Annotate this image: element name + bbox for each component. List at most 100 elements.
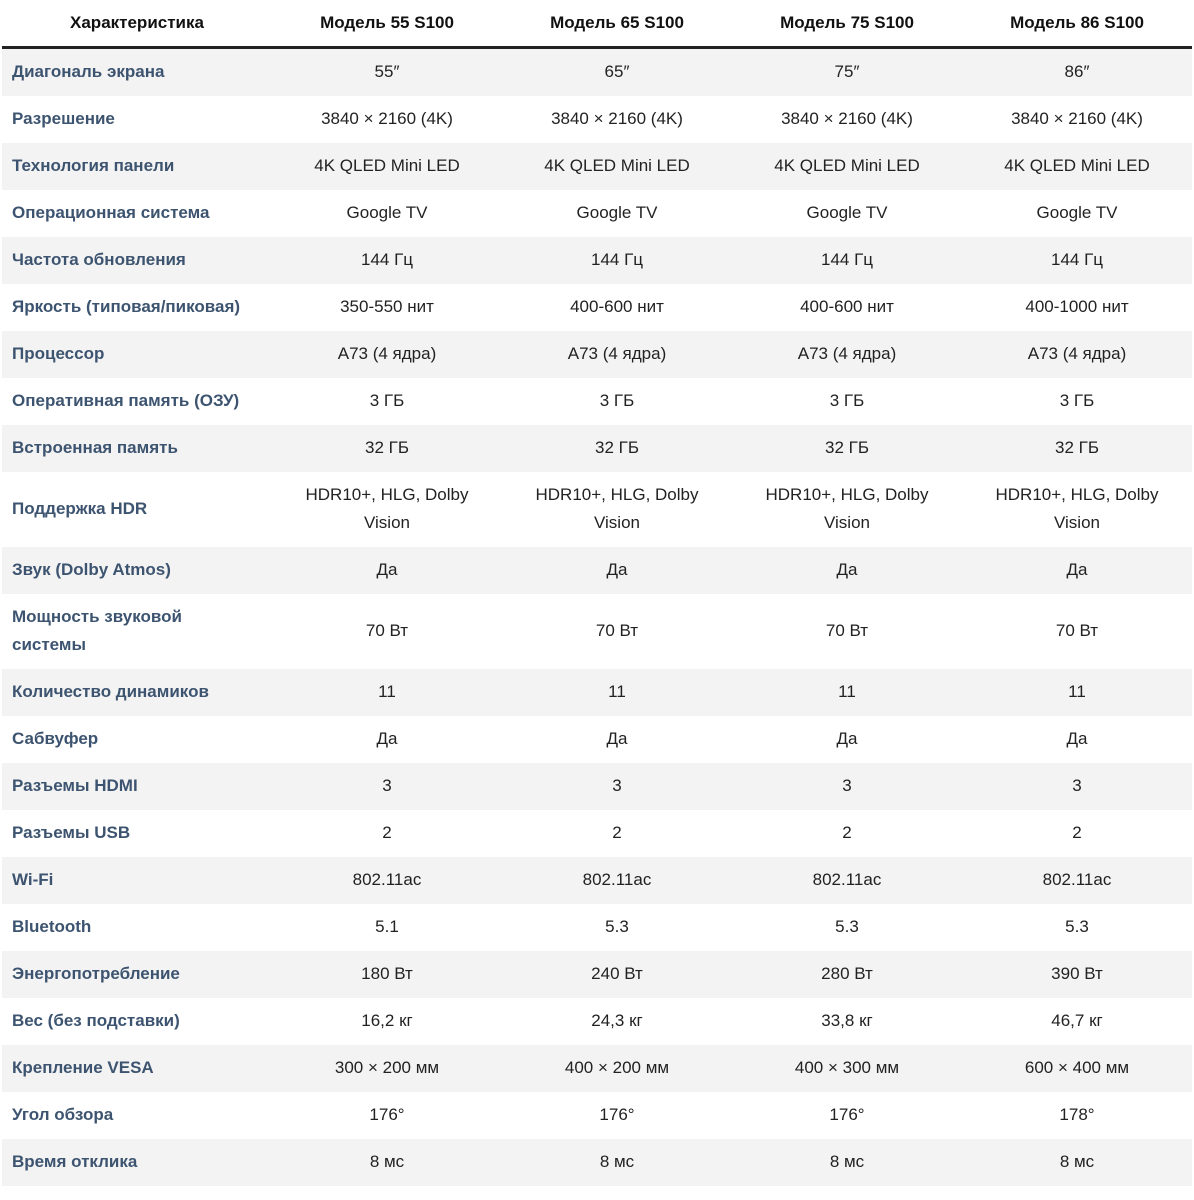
table-row: Мощность звуковой системы 70 Вт 70 Вт 70 Вт… — [2, 594, 1192, 669]
cell: 400-600 нит — [800, 297, 894, 316]
row-label: Сабвуфер — [12, 729, 99, 748]
cell: 86″ — [962, 47, 1192, 96]
row-label: Диагональ экрана — [2, 47, 272, 96]
cell: 32 ГБ — [272, 425, 502, 472]
cell: 75″ — [732, 47, 962, 96]
header-cell: Модель 86 S100 — [962, 0, 1192, 49]
cell: 144 Гц — [732, 237, 962, 284]
table-row: Оперативная память (ОЗУ) 3 ГБ 3 ГБ 3 ГБ 3 ГБ — [2, 378, 1192, 425]
table-row: Частота обновления 144 Гц 144 Гц 144 Гц 144 … — [2, 237, 1192, 284]
row-label: Поддержка HDR — [12, 499, 148, 518]
cell: 3 — [502, 763, 732, 810]
cell: HDR10+, HLG, Dolby Vision — [765, 485, 929, 532]
cell: 802.11ac — [962, 857, 1192, 904]
cell: 4K QLED Mini LED — [962, 143, 1192, 190]
table-row: Энергопотребление 180 Вт 240 Вт 280 Вт 390 В… — [2, 951, 1192, 998]
header-row: Характеристика Модель 55 S100 Модель 65 S1… — [2, 0, 1192, 49]
row-label: Технология панели — [2, 143, 272, 190]
cell: 400-600 нит — [570, 297, 664, 316]
cell: 390 Вт — [962, 951, 1192, 998]
table-row: Угол обзора 176° 176° 176° 178° — [2, 1092, 1192, 1139]
table-row: Разъемы USB 2 2 2 2 — [2, 810, 1192, 857]
table-row: Вес (без подставки) 16,2 кг 24,3 кг 33,8 кг… — [2, 998, 1192, 1045]
cell: 180 Вт — [272, 951, 502, 998]
cell: 5.3 — [1065, 917, 1089, 936]
cell: Да — [502, 547, 732, 594]
row-label: Количество динамиков — [2, 669, 272, 716]
cell: 11 — [732, 669, 962, 716]
cell: 178° — [1059, 1105, 1095, 1124]
cell: 2 — [382, 823, 392, 842]
cell: HDR10+, HLG, Dolby Vision — [995, 485, 1159, 532]
cell: 2 — [612, 823, 622, 842]
cell: Да — [606, 729, 628, 748]
table-row: Яркость (типовая/пиковая) 350-550 нит 400-… — [2, 284, 1192, 331]
cell: 350-550 нит — [340, 297, 434, 316]
header-cell: Модель 55 S100 — [272, 0, 502, 49]
row-label: Bluetooth — [12, 917, 92, 936]
cell: 65″ — [502, 47, 732, 96]
row-label: Разрешение — [12, 109, 115, 128]
cell: 400 × 200 мм — [502, 1045, 732, 1092]
cell: 3 — [962, 763, 1192, 810]
table-row: Крепление VESA 300 × 200 мм 400 × 200 мм 40… — [2, 1045, 1192, 1092]
cell: 70 Вт — [1055, 621, 1099, 640]
row-label: Время отклика — [2, 1139, 272, 1186]
cell: Google TV — [1036, 203, 1118, 222]
cell: Google TV — [576, 203, 658, 222]
table-row: Технология панели 4K QLED Mini LED 4K QLED… — [2, 143, 1192, 190]
row-label: Яркость (типовая/пиковая) — [12, 297, 241, 316]
cell: 4K QLED Mini LED — [502, 143, 732, 190]
cell: 3 — [272, 763, 502, 810]
cell: 400 × 300 мм — [732, 1045, 962, 1092]
cell: 400-1000 нит — [1025, 297, 1129, 316]
cell: Google TV — [806, 203, 888, 222]
cell: 4K QLED Mini LED — [732, 143, 962, 190]
table-row: Звук (Dolby Atmos) Да Да Да Да — [2, 547, 1192, 594]
cell: A73 (4 ядра) — [962, 331, 1192, 378]
row-label: Встроенная память — [2, 425, 272, 472]
cell: 176° — [369, 1105, 405, 1124]
cell: Да — [836, 729, 858, 748]
cell: 11 — [272, 669, 502, 716]
cell: 16,2 кг — [361, 1011, 413, 1030]
row-label: Оперативная память (ОЗУ) — [12, 391, 240, 410]
cell: 8 мс — [502, 1139, 732, 1186]
cell: 32 ГБ — [502, 425, 732, 472]
row-label: Энергопотребление — [2, 951, 272, 998]
cell: 176° — [829, 1105, 865, 1124]
cell: 176° — [599, 1105, 635, 1124]
cell: 600 × 400 мм — [962, 1045, 1192, 1092]
table-row: Время отклика 8 мс 8 мс 8 мс 8 мс — [2, 1139, 1192, 1186]
cell: 300 × 200 мм — [272, 1045, 502, 1092]
row-label: Частота обновления — [2, 237, 272, 284]
table-row: Встроенная память 32 ГБ 32 ГБ 32 ГБ 32 ГБ — [2, 425, 1192, 472]
table-row: Диагональ экрана 55″ 65″ 75″ 86″ — [2, 47, 1192, 96]
cell: 3840 × 2160 (4K) — [551, 109, 683, 128]
cell: 3 ГБ — [599, 391, 635, 410]
header-cell: Модель 75 S100 — [732, 0, 962, 49]
cell: 8 мс — [732, 1139, 962, 1186]
table-row: Разрешение 3840 × 2160 (4K) 3840 × 2160 (4… — [2, 96, 1192, 143]
cell: 144 Гц — [272, 237, 502, 284]
cell: 32 ГБ — [732, 425, 962, 472]
table-row: Сабвуфер Да Да Да Да — [2, 716, 1192, 763]
cell: 11 — [502, 669, 732, 716]
cell: Да — [1066, 729, 1088, 748]
cell: 3 ГБ — [369, 391, 405, 410]
cell: Google TV — [346, 203, 428, 222]
cell: 280 Вт — [732, 951, 962, 998]
cell: 3840 × 2160 (4K) — [781, 109, 913, 128]
table-row: Bluetooth 5.1 5.3 5.3 5.3 — [2, 904, 1192, 951]
cell: 4K QLED Mini LED — [272, 143, 502, 190]
cell: 144 Гц — [962, 237, 1192, 284]
table-row: Процессор A73 (4 ядра) A73 (4 ядра) A73 (4 … — [2, 331, 1192, 378]
cell: 5.1 — [375, 917, 399, 936]
cell: 3 ГБ — [829, 391, 865, 410]
row-label: Разъемы HDMI — [2, 763, 272, 810]
cell: 3840 × 2160 (4K) — [1011, 109, 1143, 128]
cell: 144 Гц — [502, 237, 732, 284]
cell: 802.11ac — [732, 857, 962, 904]
cell: 3 — [732, 763, 962, 810]
row-label: Угол обзора — [12, 1105, 114, 1124]
